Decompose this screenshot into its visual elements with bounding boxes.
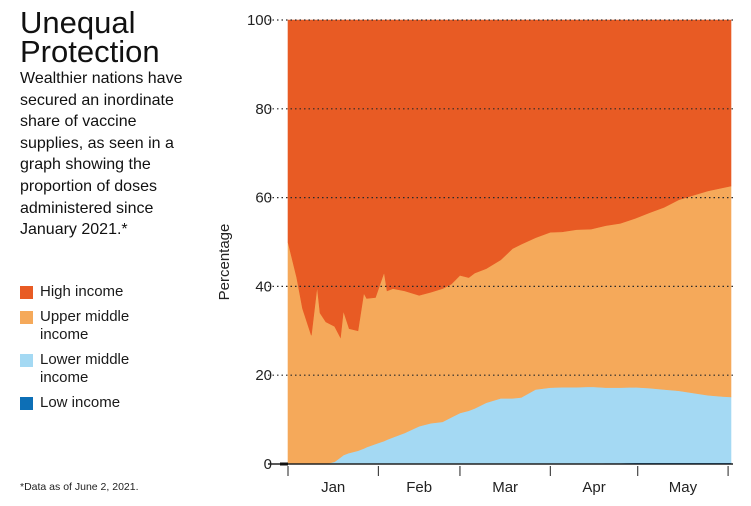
legend-item-low-income: Low income xyxy=(20,394,180,412)
x-tick-label-mar: Mar xyxy=(492,479,518,496)
y-tick-label-20: 20 xyxy=(255,367,272,384)
legend-swatch-upper-middle-income xyxy=(20,311,33,324)
title-line-2: Protection xyxy=(20,34,160,69)
legend-item-high-income: High income xyxy=(20,283,180,301)
legend-item-lower-middle-income: Lower middle income xyxy=(20,351,180,387)
legend-swatch-lower-middle-income xyxy=(20,354,33,367)
x-tick-label-feb: Feb xyxy=(406,479,432,496)
y-tick-label-60: 60 xyxy=(255,190,272,207)
y-tick-label-0: 0 xyxy=(264,456,272,473)
page-title: Unequal Protection xyxy=(20,5,160,69)
chart-legend: High income Upper middle income Lower mi… xyxy=(20,283,180,419)
legend-swatch-high-income xyxy=(20,286,33,299)
legend-label-high-income: High income xyxy=(40,283,124,300)
y-axis-title: Percentage xyxy=(216,224,233,301)
title-line-1: Unequal xyxy=(20,5,136,40)
y-tick-label-100: 100 xyxy=(247,12,272,29)
x-tick-label-apr: Apr xyxy=(582,479,605,496)
subtitle: Wealthier nations have secured an inordi… xyxy=(20,70,183,239)
legend-label-upper-middle-income: Upper middle income xyxy=(40,308,130,343)
legend-swatch-low-income xyxy=(20,397,33,410)
y-tick-label-40: 40 xyxy=(255,278,272,295)
y-tick-label-80: 80 xyxy=(255,101,272,118)
legend-label-lower-middle-income: Lower middle income xyxy=(40,351,130,386)
area-high-income xyxy=(287,19,732,339)
legend-item-upper-middle-income: Upper middle income xyxy=(20,308,180,344)
footnote: *Data as of June 2, 2021. xyxy=(20,481,139,493)
x-tick-label-jan: Jan xyxy=(321,479,345,496)
x-tick-label-may: May xyxy=(669,479,698,496)
legend-label-low-income: Low income xyxy=(40,394,121,411)
